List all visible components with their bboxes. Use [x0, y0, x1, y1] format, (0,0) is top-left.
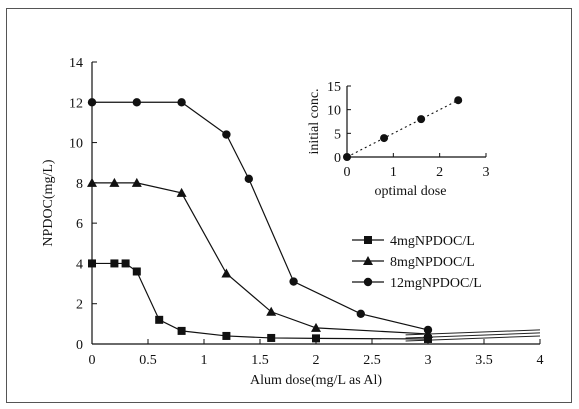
x-tick-label: 0 — [89, 353, 96, 368]
data-point — [87, 177, 97, 187]
data-point — [289, 277, 298, 286]
x-tick-label: 0.5 — [139, 353, 157, 368]
y-tick-label: 0 — [76, 338, 83, 353]
data-point — [109, 177, 120, 187]
y-axis-label: NPDOC(mg/L) — [41, 159, 56, 246]
data-point — [356, 309, 365, 318]
legend-label: 8mgNPDOC/L — [390, 255, 475, 270]
inset-y-tick-label: 5 — [334, 127, 341, 142]
inset-trend-line — [346, 99, 459, 158]
inset-data-point — [380, 134, 389, 143]
legend-marker — [364, 236, 372, 244]
data-point — [132, 98, 141, 107]
inset-plot: 0 5 10 15 0 1 2 3 optimal dose initial conc. — [307, 80, 490, 199]
y-tick-label: 8 — [76, 177, 83, 192]
inset-x-axis-label: optimal dose — [375, 184, 447, 199]
inset-y-tick-label: 0 — [334, 151, 341, 166]
legend-label: 4mgNPDOC/L — [390, 234, 475, 249]
inset-data-point — [454, 96, 463, 105]
figure-frame — [6, 8, 572, 403]
data-point — [423, 325, 433, 335]
y-tick-label: 12 — [69, 96, 83, 111]
data-point — [244, 174, 253, 184]
data-point — [312, 334, 320, 343]
data-point — [221, 268, 232, 278]
data-point — [222, 130, 231, 139]
y-tick-label: 6 — [76, 217, 83, 232]
inset-data-point — [417, 115, 426, 124]
inset-x-tick-label: 1 — [390, 165, 397, 180]
data-point — [88, 259, 96, 268]
data-point — [266, 306, 277, 316]
inset-y-axis-label: initial conc. — [307, 88, 322, 154]
y-tick-label: 2 — [76, 298, 83, 313]
y-tick-label: 10 — [69, 137, 83, 152]
data-point — [155, 315, 164, 324]
x-tick-label: 4 — [537, 353, 544, 368]
data-point — [131, 177, 142, 187]
inset-y-tick-label: 15 — [327, 80, 341, 95]
legend-label: 12mgNPDOC/L — [390, 276, 482, 291]
data-point — [177, 326, 186, 335]
data-point — [87, 98, 97, 107]
x-tick-label: 1.5 — [251, 353, 269, 368]
data-point — [311, 322, 321, 332]
legend-marker — [363, 277, 373, 287]
inset-y-tick-label: 10 — [327, 104, 341, 119]
x-tick-label: 1 — [201, 353, 208, 368]
x-tick-label: 3 — [425, 353, 432, 368]
series-line — [92, 182, 429, 335]
series-line — [92, 262, 429, 340]
series-line — [92, 101, 429, 331]
inset-x-tick-label: 0 — [344, 165, 351, 180]
x-tick-label: 2 — [313, 353, 320, 368]
data-point — [132, 267, 141, 276]
data-point — [424, 334, 432, 343]
data-point — [177, 98, 186, 107]
legend: 4mgNPDOC/L 8mgNPDOC/L 12mgNPDOC/L — [352, 234, 482, 291]
data-point — [222, 331, 231, 340]
data-point — [121, 259, 130, 268]
inset-x-tick-label: 2 — [436, 165, 443, 180]
data-point — [267, 333, 276, 342]
inset-x-tick-label: 3 — [483, 165, 490, 180]
legend-marker — [363, 256, 373, 265]
data-point — [110, 259, 119, 268]
inset-data-point — [343, 153, 351, 161]
y-tick-label: 14 — [69, 56, 83, 71]
y-tick-label: 4 — [76, 257, 83, 272]
data-point — [176, 187, 187, 197]
x-tick-label: 2.5 — [363, 353, 381, 368]
x-axis-label: Alum dose(mg/L as Al) — [250, 373, 382, 388]
x-tick-label: 3.5 — [475, 353, 493, 368]
